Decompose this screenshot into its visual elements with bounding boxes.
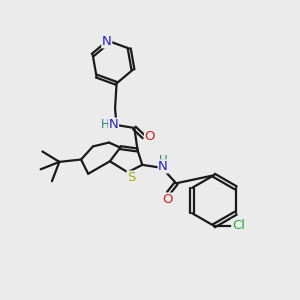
- Text: N: N: [158, 160, 168, 173]
- Text: O: O: [162, 193, 172, 206]
- Text: S: S: [127, 171, 136, 184]
- Text: H: H: [159, 154, 167, 167]
- Text: O: O: [145, 130, 155, 142]
- Text: N: N: [102, 35, 112, 48]
- Text: N: N: [109, 118, 118, 131]
- Text: H: H: [101, 118, 110, 130]
- Text: Cl: Cl: [232, 219, 245, 232]
